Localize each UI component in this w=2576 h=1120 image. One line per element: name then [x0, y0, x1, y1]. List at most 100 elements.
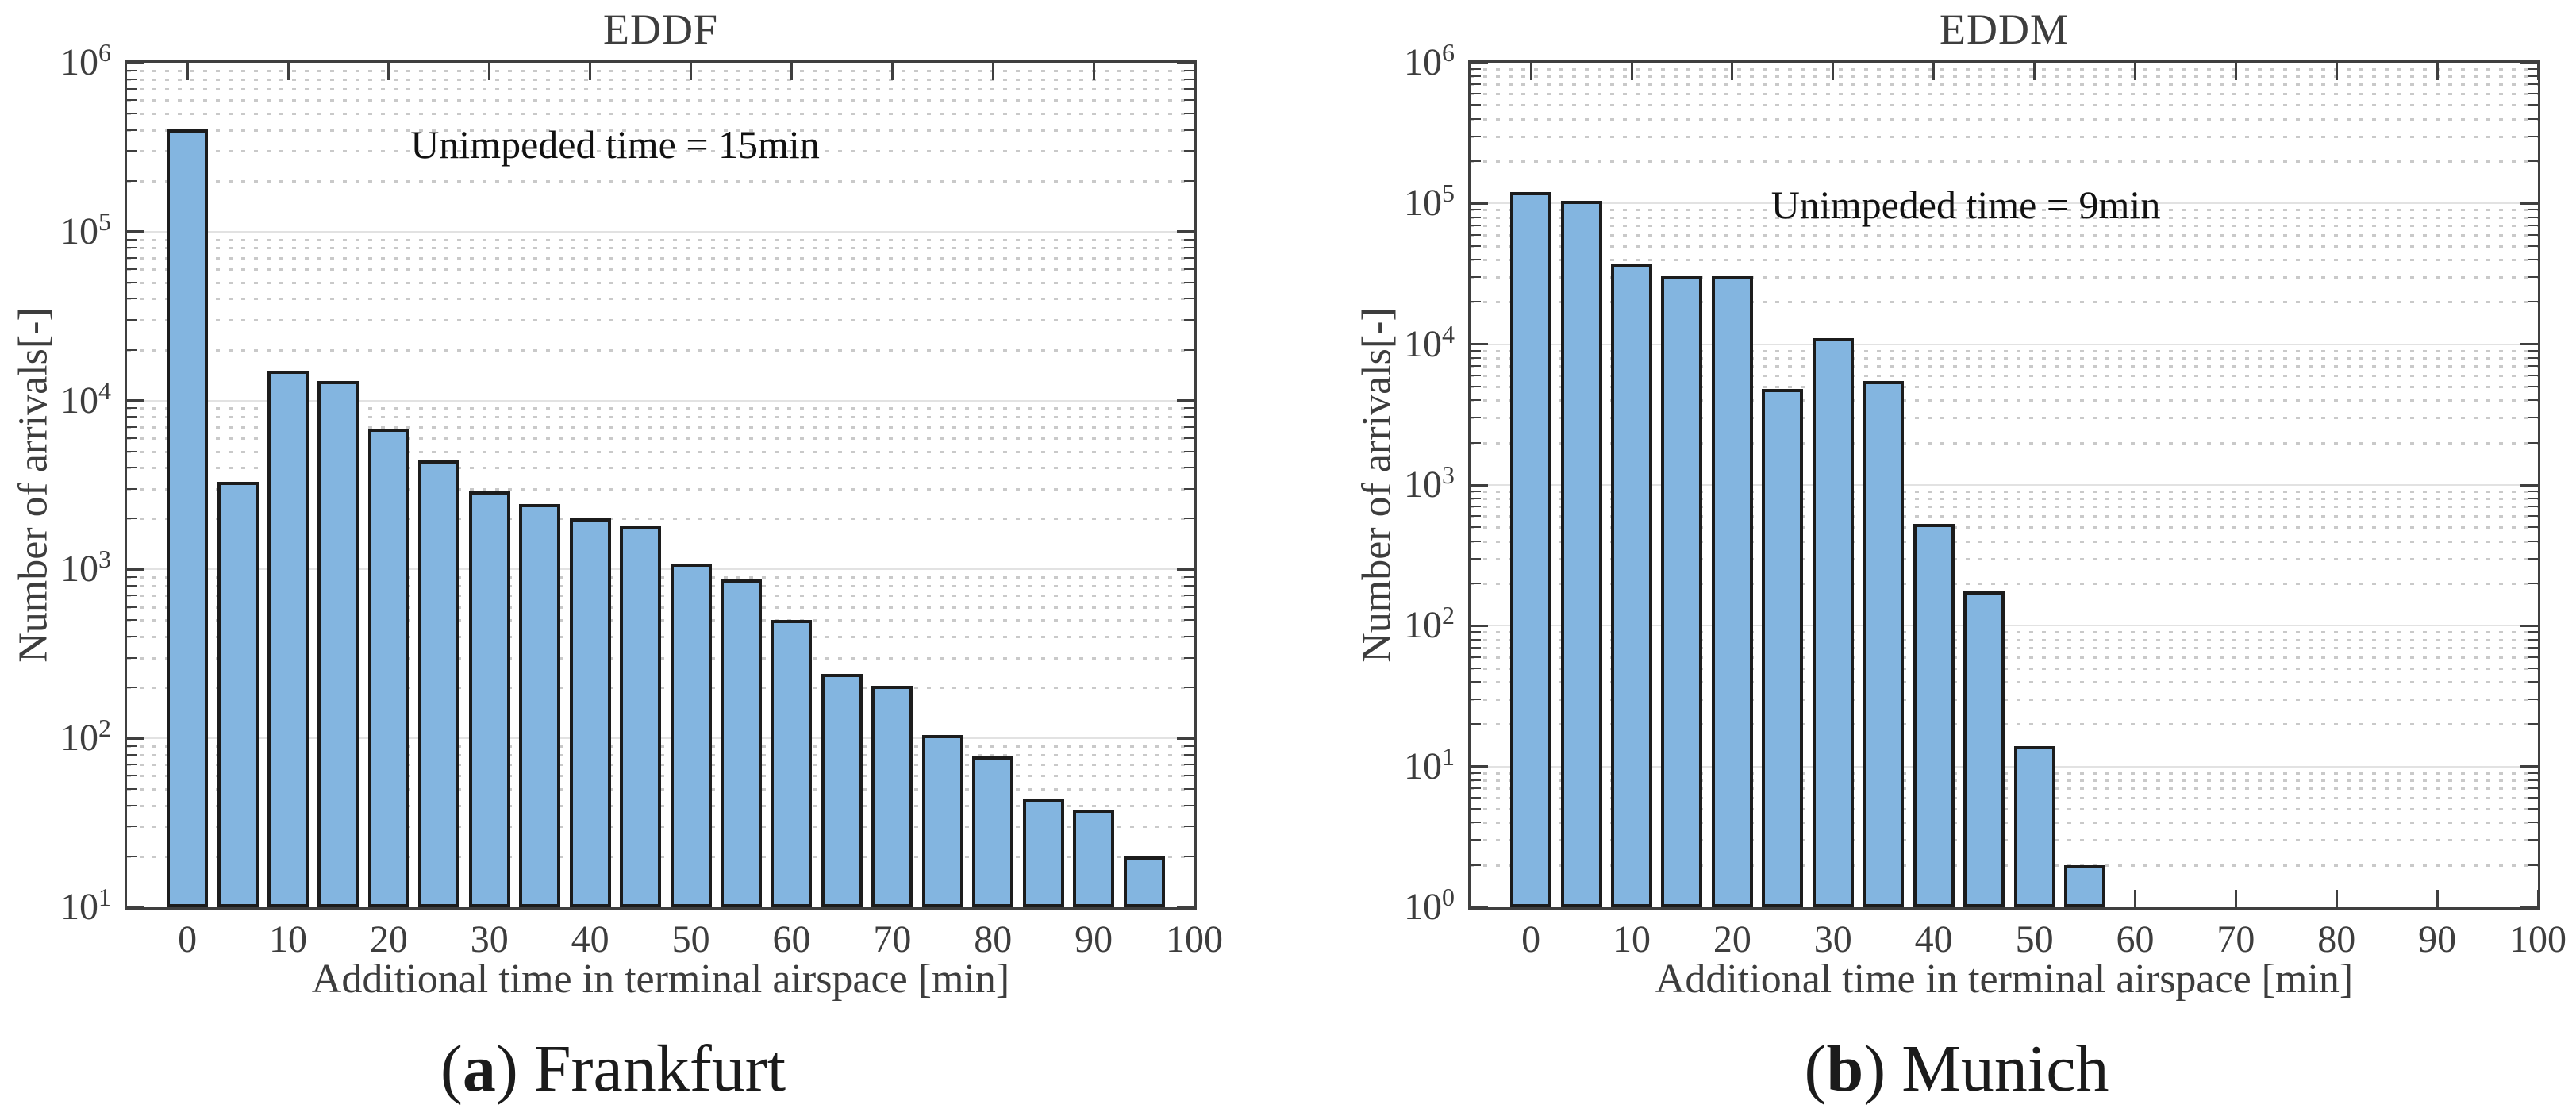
- y-minor-tick: [127, 753, 137, 756]
- y-tick: [1471, 483, 1488, 487]
- minor-gridline: [1471, 399, 2538, 402]
- x-tick: [1092, 63, 1095, 80]
- y-tick: [1177, 399, 1194, 402]
- y-tick-label: 104: [60, 375, 111, 421]
- minor-gridline: [1471, 68, 2538, 71]
- y-minor-tick: [2528, 258, 2538, 260]
- y-minor-tick: [1471, 515, 1481, 518]
- x-tick-label: 30: [470, 918, 509, 960]
- minor-gridline: [127, 416, 1194, 419]
- y-tick: [2520, 343, 2538, 346]
- minor-gridline: [1471, 506, 2538, 509]
- y-minor-tick: [127, 256, 137, 259]
- y-minor-tick: [127, 319, 137, 321]
- x-tick-label: 40: [571, 918, 609, 960]
- y-minor-tick: [1471, 417, 1481, 419]
- minor-gridline: [1471, 117, 2538, 121]
- minor-gridline: [127, 348, 1194, 352]
- y-axis-label-wrap: Number of arrivals[-]: [10, 63, 57, 907]
- histogram-bar: [1611, 264, 1653, 907]
- y-minor-tick: [127, 78, 137, 80]
- x-tick: [2335, 890, 2338, 907]
- histogram-bar: [620, 526, 662, 907]
- y-minor-tick: [127, 745, 137, 747]
- y-tick: [1177, 568, 1194, 571]
- minor-gridline: [127, 87, 1194, 90]
- y-minor-tick: [1184, 687, 1194, 689]
- y-minor-tick: [1471, 526, 1481, 529]
- x-tick: [890, 63, 894, 80]
- y-minor-tick: [2528, 680, 2538, 683]
- y-minor-tick: [1471, 93, 1481, 95]
- y-minor-tick: [1184, 619, 1194, 622]
- x-tick-label: 90: [2418, 918, 2457, 960]
- y-minor-tick: [1184, 656, 1194, 659]
- y-minor-tick: [2528, 356, 2538, 359]
- y-minor-tick: [1184, 775, 1194, 777]
- y-minor-tick: [1471, 667, 1481, 669]
- y-minor-tick: [1184, 247, 1194, 249]
- minor-gridline: [1471, 104, 2538, 107]
- y-minor-tick: [127, 150, 137, 152]
- y-minor-tick: [1471, 375, 1481, 376]
- y-minor-tick: [2528, 93, 2538, 95]
- minor-gridline: [127, 150, 1194, 153]
- y-minor-tick: [1471, 779, 1481, 781]
- minor-gridline: [127, 238, 1194, 241]
- x-tick: [2033, 63, 2036, 80]
- x-tick: [790, 63, 793, 80]
- minor-gridline: [1471, 582, 2538, 585]
- y-tick: [127, 61, 144, 64]
- y-minor-tick: [1184, 753, 1194, 756]
- x-tick-label: 10: [1613, 918, 1651, 960]
- histogram-bar: [2064, 864, 2105, 907]
- x-tick-label: 70: [2217, 918, 2255, 960]
- y-minor-tick: [2528, 638, 2538, 641]
- histogram-bar: [1560, 200, 1602, 907]
- x-tick-label: 40: [1914, 918, 1953, 960]
- y-minor-tick: [1471, 864, 1481, 866]
- minor-gridline: [1471, 441, 2538, 445]
- y-minor-tick: [2528, 772, 2538, 774]
- y-minor-tick: [127, 636, 137, 638]
- histogram-bar: [167, 129, 209, 907]
- y-minor-tick: [1184, 256, 1194, 259]
- y-minor-tick: [2528, 83, 2538, 86]
- y-tick-label: 100: [1404, 883, 1455, 928]
- x-tick-label: 50: [671, 918, 710, 960]
- histogram-bar: [1661, 275, 1703, 907]
- y-minor-tick: [127, 129, 137, 131]
- minor-gridline: [127, 256, 1194, 260]
- x-tick: [589, 63, 592, 80]
- y-minor-tick: [1184, 745, 1194, 747]
- y-tick: [1471, 906, 1488, 909]
- x-tick-label: 70: [873, 918, 912, 960]
- minor-gridline: [127, 437, 1194, 440]
- y-minor-tick: [1184, 416, 1194, 418]
- y-minor-tick: [1471, 209, 1481, 211]
- y-minor-tick: [1471, 772, 1481, 774]
- minor-gridline: [1471, 244, 2538, 248]
- y-tick-label: 102: [1404, 601, 1455, 647]
- x-tick: [1529, 63, 1532, 80]
- chart-title: EDDF: [602, 6, 718, 53]
- y-tick: [1177, 230, 1194, 233]
- x-tick: [186, 63, 189, 80]
- major-gridline: [127, 230, 1194, 233]
- y-minor-tick: [1184, 595, 1194, 597]
- y-minor-tick: [127, 775, 137, 777]
- y-minor-tick: [1471, 638, 1481, 641]
- unimpeded-time-annotation: Unimpeded time = 9min: [1771, 183, 2161, 227]
- y-tick: [1471, 624, 1488, 627]
- y-minor-tick: [2528, 399, 2538, 402]
- y-minor-tick: [2528, 224, 2538, 226]
- y-tick: [2520, 483, 2538, 487]
- x-tick: [2133, 890, 2136, 907]
- y-minor-tick: [127, 348, 137, 351]
- y-minor-tick: [1471, 656, 1481, 658]
- y-minor-tick: [2528, 515, 2538, 518]
- y-minor-tick: [1184, 764, 1194, 766]
- x-tick-label: 50: [2015, 918, 2054, 960]
- caption-a-letter: a: [462, 1032, 496, 1106]
- y-minor-tick: [1184, 238, 1194, 241]
